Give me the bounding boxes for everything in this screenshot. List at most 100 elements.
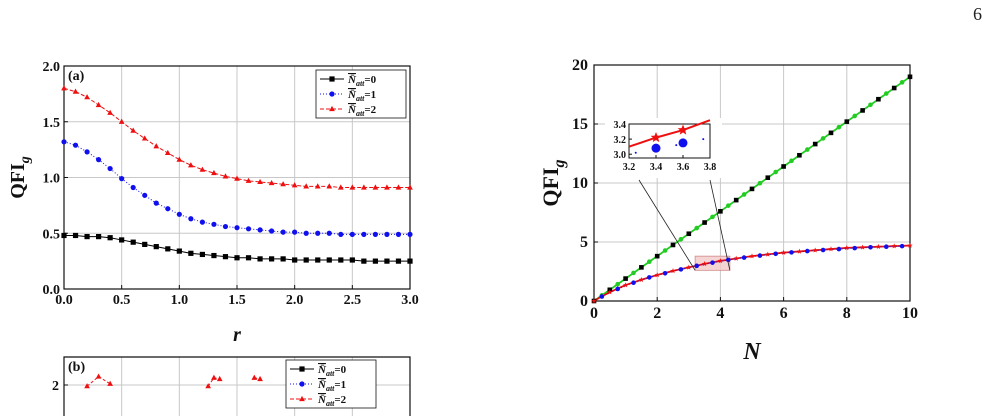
x-tick-label: 0.0 bbox=[55, 293, 73, 308]
data-point bbox=[292, 257, 298, 263]
series-markers-0 bbox=[591, 74, 913, 304]
data-point bbox=[891, 243, 897, 249]
data-point bbox=[107, 380, 113, 386]
y-axis-title: QFIg bbox=[538, 159, 568, 206]
data-point bbox=[868, 102, 873, 108]
data-point bbox=[670, 268, 676, 274]
data-point bbox=[119, 237, 125, 243]
data-point bbox=[749, 253, 755, 259]
inset-chart: 3.2 3.4 3.6 3.83.03.23.4 bbox=[605, 118, 722, 178]
data-point bbox=[338, 257, 344, 263]
x-tick-label: 0 bbox=[590, 305, 598, 322]
data-point bbox=[407, 258, 413, 264]
data-point bbox=[61, 85, 67, 91]
data-point bbox=[717, 258, 724, 264]
data-point bbox=[733, 197, 739, 203]
y-tick-label: 10 bbox=[572, 175, 588, 192]
data-point bbox=[599, 294, 605, 299]
data-point bbox=[875, 243, 882, 249]
y-tick-label: 15 bbox=[572, 116, 588, 133]
series-0 bbox=[61, 232, 413, 264]
data-point bbox=[780, 249, 787, 255]
page-number: 6 bbox=[973, 4, 982, 24]
data-point bbox=[860, 108, 865, 113]
data-point bbox=[859, 244, 866, 250]
x-tick-label: 0.5 bbox=[113, 293, 131, 308]
legend: N̄att=0N̄att=1N̄att=2 bbox=[315, 69, 407, 119]
data-point bbox=[141, 135, 148, 141]
inset-x-tick-label: 3.2 bbox=[623, 162, 636, 173]
data-point bbox=[647, 275, 652, 280]
data-point bbox=[891, 85, 897, 91]
data-point bbox=[153, 244, 159, 250]
data-point bbox=[615, 286, 620, 292]
data-point bbox=[257, 256, 263, 262]
data-point bbox=[211, 169, 217, 176]
data-point bbox=[188, 250, 194, 256]
data-point bbox=[153, 200, 159, 206]
data-point bbox=[349, 184, 356, 190]
data-point bbox=[631, 270, 636, 276]
data-point bbox=[234, 175, 240, 181]
data-point bbox=[61, 139, 67, 145]
inset-background bbox=[605, 118, 722, 178]
data-point bbox=[836, 246, 842, 252]
data-point bbox=[765, 175, 771, 180]
data-point bbox=[726, 203, 731, 208]
data-point bbox=[812, 141, 818, 147]
data-point bbox=[165, 206, 171, 212]
data-point bbox=[257, 178, 263, 185]
data-point bbox=[884, 91, 889, 96]
y-tick-label: 0.0 bbox=[43, 283, 61, 298]
data-point bbox=[844, 119, 850, 124]
data-point bbox=[211, 221, 217, 227]
inset-data-point bbox=[677, 124, 689, 135]
data-point bbox=[176, 156, 183, 162]
plot-frame bbox=[63, 356, 411, 416]
x-tick-label: 10 bbox=[902, 305, 918, 322]
series-2 bbox=[61, 85, 413, 190]
x-axis-title: r bbox=[233, 324, 241, 346]
inset-connector bbox=[709, 179, 731, 271]
data-point bbox=[670, 242, 676, 248]
data-point bbox=[384, 258, 390, 264]
data-point bbox=[142, 192, 148, 198]
data-point bbox=[781, 164, 786, 169]
data-point bbox=[662, 248, 668, 253]
data-point bbox=[852, 245, 857, 251]
data-point bbox=[361, 258, 367, 264]
data-point bbox=[678, 267, 684, 272]
data-point bbox=[222, 173, 229, 179]
data-point bbox=[844, 245, 850, 251]
data-point bbox=[372, 231, 378, 237]
legend-marker bbox=[299, 366, 305, 372]
data-point bbox=[820, 247, 826, 253]
data-point bbox=[812, 247, 818, 253]
x-tick-label: 4 bbox=[716, 305, 724, 322]
y-tick-label: 5 bbox=[580, 234, 588, 251]
series-1 bbox=[61, 139, 413, 237]
data-point bbox=[118, 118, 125, 124]
x-tick-label: 1.0 bbox=[171, 293, 189, 308]
data-point bbox=[384, 184, 390, 190]
data-point bbox=[251, 374, 258, 380]
data-point bbox=[107, 109, 113, 115]
data-point bbox=[326, 183, 333, 189]
x-tick-label: 8 bbox=[843, 305, 851, 322]
data-point bbox=[805, 147, 810, 152]
data-point bbox=[647, 259, 652, 265]
y-tick-label: 0 bbox=[580, 293, 588, 310]
data-point bbox=[84, 233, 90, 240]
inset-data-point bbox=[702, 138, 705, 141]
data-point bbox=[222, 254, 229, 260]
data-point bbox=[741, 255, 747, 260]
data-point bbox=[797, 152, 802, 158]
data-point bbox=[234, 255, 240, 261]
data-point bbox=[395, 258, 402, 264]
data-point bbox=[188, 216, 194, 222]
x-tick-label: 2.0 bbox=[286, 293, 304, 308]
data-point bbox=[828, 246, 834, 252]
data-point bbox=[899, 243, 905, 249]
x-tick-label: 1.5 bbox=[228, 293, 246, 308]
data-point bbox=[773, 251, 778, 257]
